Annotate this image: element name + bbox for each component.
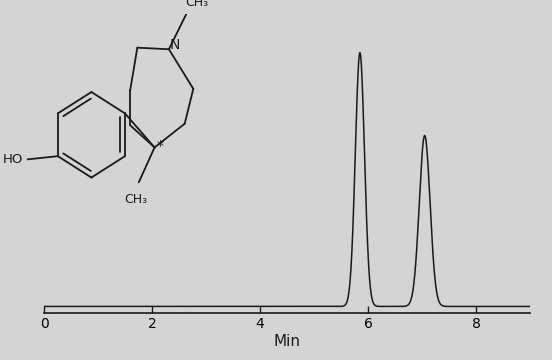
X-axis label: Min: Min <box>274 334 300 349</box>
Text: N: N <box>170 39 181 53</box>
Text: *: * <box>156 139 163 153</box>
Text: CH₃: CH₃ <box>124 193 147 206</box>
Text: CH₃: CH₃ <box>185 0 209 9</box>
Text: HO: HO <box>3 153 23 166</box>
